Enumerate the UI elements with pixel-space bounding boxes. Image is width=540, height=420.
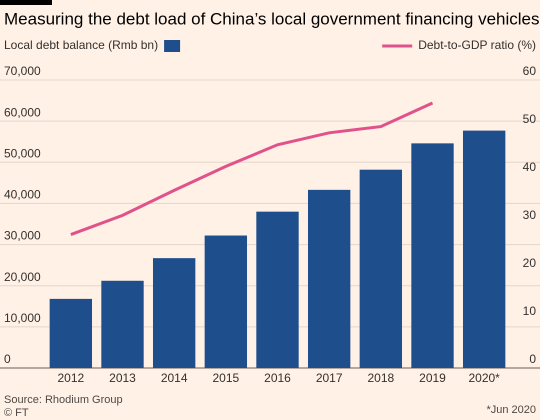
y2-tick-label: 40 — [523, 160, 537, 174]
x-tick-label: 2012 — [57, 371, 84, 385]
chart-title: Measuring the debt load of China’s local… — [4, 9, 540, 28]
bar — [256, 211, 299, 368]
legend-swatch — [164, 40, 181, 52]
x-tick-label: 2020* — [468, 371, 500, 385]
bar — [101, 280, 144, 368]
x-tick-label: 2016 — [264, 371, 291, 385]
credit: © FT — [4, 407, 29, 419]
x-tick-label: 2018 — [367, 371, 394, 385]
x-tick-label: 2019 — [419, 371, 446, 385]
brand-bar — [0, 0, 52, 5]
bar — [359, 169, 403, 368]
x-tick-label: 2015 — [212, 371, 239, 385]
x-tick-label: 2013 — [109, 371, 136, 385]
y-tick-label: 10,000 — [4, 311, 41, 325]
bar — [204, 235, 248, 368]
bar — [462, 130, 506, 368]
y2-tick-label: 10 — [523, 304, 537, 318]
y2-tick-label: 50 — [523, 112, 537, 126]
legend-label: Local debt balance (Rmb bn) — [4, 38, 158, 52]
note: *Jun 2020 — [486, 404, 536, 416]
y2-tick-label: 20 — [523, 256, 537, 270]
y-tick-label: 70,000 — [4, 64, 41, 78]
y-tick-label: 0 — [4, 352, 11, 366]
bar — [49, 298, 93, 368]
x-tick-label: 2017 — [316, 371, 343, 385]
y-tick-label: 50,000 — [4, 146, 41, 160]
y-tick-label: 60,000 — [4, 105, 41, 119]
bar — [307, 189, 351, 368]
y-tick-label: 40,000 — [4, 188, 41, 202]
y-tick-label: 30,000 — [4, 229, 41, 243]
x-tick-label: 2014 — [161, 371, 188, 385]
line — [70, 101, 434, 236]
bar — [411, 143, 454, 368]
y2-tick-label: 30 — [523, 208, 537, 222]
bar — [152, 258, 196, 368]
y2-tick-label: 0 — [529, 352, 536, 366]
legend-label: Debt-to-GDP ratio (%) — [418, 38, 536, 52]
y2-tick-label: 60 — [523, 64, 537, 78]
source: Source: Rhodium Group — [4, 394, 123, 406]
y-tick-label: 20,000 — [4, 270, 41, 284]
